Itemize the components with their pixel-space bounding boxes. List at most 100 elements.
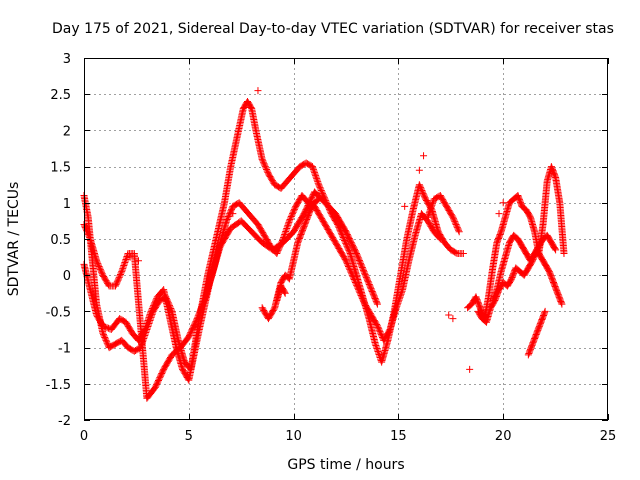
y-tick-label: 3 — [63, 52, 71, 67]
data-point — [419, 189, 427, 197]
data-point — [343, 258, 351, 266]
data-point — [143, 318, 151, 326]
data-point — [116, 272, 124, 280]
data-point — [100, 332, 108, 340]
y-tick-labels: -2 -1.5 -1 -0.5 0 0.5 1 1.5 2 2.5 3 — [46, 52, 71, 429]
isolated-point — [254, 87, 262, 95]
data-point — [314, 179, 322, 187]
data-point — [289, 210, 297, 218]
data-point — [314, 196, 322, 204]
data-point — [344, 261, 352, 269]
data-point — [281, 288, 289, 296]
data-point — [308, 163, 316, 171]
data-point — [342, 257, 350, 265]
data-point — [150, 302, 158, 310]
data-point — [348, 271, 356, 279]
data-point — [375, 325, 383, 333]
data-point — [560, 249, 568, 257]
isolated-point — [495, 210, 503, 218]
x-tick-label: 0 — [80, 429, 88, 444]
data-points — [80, 87, 568, 402]
data-point — [262, 164, 270, 172]
data-point — [425, 209, 433, 217]
data-point — [283, 223, 291, 231]
data-point — [315, 195, 323, 203]
y-tick-label: 1 — [63, 197, 71, 212]
data-point — [551, 172, 559, 180]
data-point — [348, 270, 356, 278]
data-point — [99, 331, 107, 339]
data-point — [428, 201, 436, 209]
data-point — [426, 206, 434, 214]
data-point — [290, 207, 298, 215]
data-point — [122, 256, 130, 264]
x-axis-label: GPS time / hours — [287, 457, 404, 473]
data-point — [360, 297, 368, 305]
data-point — [312, 173, 320, 181]
y-tick-label: -2 — [58, 414, 71, 429]
data-point — [287, 213, 295, 221]
data-point — [151, 297, 159, 305]
data-point — [371, 340, 379, 348]
isolated-point — [449, 315, 457, 323]
data-point — [372, 343, 380, 351]
data-point — [146, 312, 153, 320]
data-point — [358, 294, 366, 302]
data-point — [345, 247, 353, 255]
data-point — [313, 175, 321, 183]
data-point — [309, 164, 317, 172]
y-tick-label: -1.5 — [46, 378, 71, 393]
data-point — [341, 238, 349, 246]
data-point — [116, 270, 124, 278]
data-point — [552, 246, 560, 254]
y-tick-label: 0.5 — [50, 233, 71, 248]
data-point — [428, 200, 436, 208]
data-point — [416, 182, 424, 190]
data-point — [285, 218, 293, 226]
x-tick-label: 15 — [390, 429, 407, 444]
data-point — [281, 229, 289, 237]
data-point — [284, 220, 292, 228]
data-point — [282, 227, 290, 235]
data-point — [101, 335, 109, 343]
grid-lines — [84, 58, 608, 420]
data-point — [393, 302, 401, 310]
data-point — [120, 260, 128, 268]
data-point — [349, 273, 357, 281]
data-point — [101, 333, 109, 341]
data-point — [224, 213, 232, 221]
data-point — [394, 299, 402, 307]
data-point — [281, 230, 289, 238]
isolated-point — [415, 166, 423, 174]
data-point — [352, 280, 360, 288]
data-point — [93, 258, 101, 266]
data-point — [374, 323, 382, 331]
data-point — [224, 214, 232, 222]
data-point — [228, 205, 236, 213]
axis-ticks — [84, 58, 609, 421]
data-point — [261, 163, 269, 171]
data-point — [121, 259, 129, 267]
data-point — [273, 249, 281, 257]
isolated-point — [466, 365, 474, 373]
data-point — [417, 184, 425, 192]
isolated-point — [420, 152, 428, 160]
data-point — [115, 273, 123, 281]
data-point — [374, 348, 382, 356]
data-point — [357, 291, 365, 299]
y-tick-label: -0.5 — [46, 305, 71, 320]
data-point — [429, 198, 437, 206]
data-point — [356, 289, 364, 297]
data-point — [343, 260, 351, 268]
data-point — [344, 245, 352, 253]
data-point — [454, 225, 462, 233]
data-point — [350, 276, 358, 284]
data-point — [372, 341, 380, 349]
data-point — [148, 305, 156, 313]
data-point — [113, 278, 121, 286]
data-point — [111, 282, 119, 290]
y-tick-label: -1 — [58, 342, 71, 357]
data-point — [450, 215, 458, 223]
data-point — [97, 267, 105, 275]
data-point — [145, 313, 153, 321]
